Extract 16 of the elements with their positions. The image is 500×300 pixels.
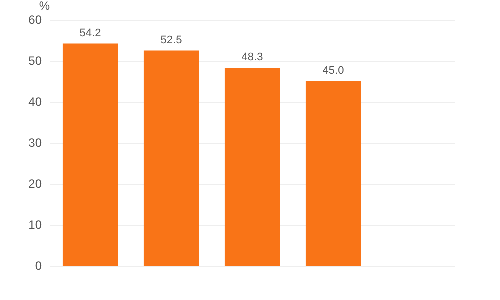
y-tick-label: 30 — [28, 136, 42, 150]
y-tick-label: 60 — [28, 13, 42, 27]
y-axis-title: % — [39, 0, 50, 13]
bar — [144, 50, 200, 266]
y-tick-label: 20 — [28, 177, 42, 191]
data-label: 45.0 — [322, 65, 344, 77]
data-label: 52.5 — [160, 34, 182, 46]
bar — [306, 82, 362, 266]
data-label: 54.2 — [80, 27, 102, 40]
bar — [224, 68, 280, 266]
y-tick-label: 40 — [28, 95, 42, 109]
bar — [62, 44, 118, 266]
y-tick-label: 50 — [28, 54, 42, 68]
data-label: 48.3 — [242, 51, 264, 64]
y-tick-label: 0 — [35, 259, 42, 273]
y-tick-label: 10 — [28, 218, 42, 232]
